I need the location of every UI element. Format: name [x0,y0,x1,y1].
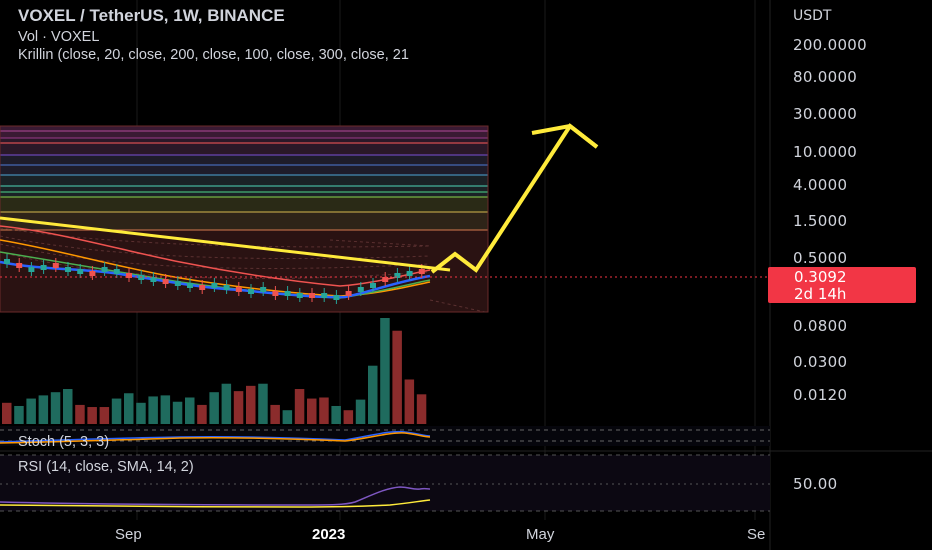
volume-bar [63,389,73,424]
volume-bar [307,398,317,424]
volume-bar [258,383,268,424]
downtrend-line [0,216,451,272]
price-tick: 4.0000 [793,176,848,194]
volume-tick: 0.0300 [793,353,848,371]
volume-bar [368,365,378,424]
price-tick: 1.5000 [793,212,848,230]
stoch-pane [0,426,770,446]
currency-label[interactable]: USDT [793,8,832,24]
price-tick: 200.0000 [793,36,867,54]
volume-bar [14,405,24,424]
fib-bands [0,126,488,312]
volume-bar [38,395,49,424]
volume-bar [380,318,390,424]
volume-bar [246,385,256,424]
time-tick: May [526,526,555,543]
volume-bar [392,330,402,424]
volume-bar [282,410,293,424]
volume-bar [75,404,85,424]
time-tick-year: 2023 [312,526,346,543]
volume-bar [355,399,366,424]
volume-bar [404,379,415,424]
volume-legend[interactable]: Vol · VOXEL [18,29,100,45]
volume-bar [2,402,12,424]
current-price-value: 0.3092 [794,268,847,286]
rsi-line [0,486,431,506]
volume-bar [160,395,171,424]
volume-bars [2,318,427,424]
bar-countdown: 2d 14h [794,285,847,303]
ma-orange [0,239,431,297]
volume-bar [331,405,341,424]
volume-bar [233,391,244,424]
volume-bar [111,398,122,424]
volume-bar [185,397,195,424]
volume-bar [209,392,219,424]
indicator-legend[interactable]: Krillin (close, 20, close, 200, close, 1… [18,47,409,63]
volume-bar [319,397,329,424]
time-tick: Sep [115,526,142,543]
projection-arrow-head [531,123,599,149]
price-tick: 80.0000 [793,68,858,86]
volume-bar [172,401,183,424]
volume-bar [136,402,146,424]
stoch-legend[interactable]: Stoch (5, 3, 3) [18,434,110,450]
price-candles [4,254,425,304]
volume-tick: 0.0120 [793,386,848,404]
rsi-pane [0,454,770,512]
volume-bar [148,396,158,424]
rsi-legend[interactable]: RSI (14, close, SMA, 14, 2) [18,459,194,475]
volume-bar [197,404,207,424]
stoch-d [0,432,431,444]
ma-red [0,225,431,287]
volume-bar [99,407,110,424]
time-tick: Se [747,526,766,543]
stoch-k [0,430,431,443]
chart-title[interactable]: VOXEL / TetherUS, 1W, BINANCE [18,6,285,25]
price-tick: 10.0000 [793,143,858,161]
volume-bar [26,398,36,424]
volume-bar [294,389,305,424]
current-price-tag: 0.3092 2d 14h [768,267,916,303]
fib-box-border [0,125,489,313]
volume-bar [270,404,280,424]
rsi-tick: 50.00 [793,475,838,493]
volume-bar [221,383,232,424]
volume-tick: 0.0800 [793,317,848,335]
rsi-sma [0,499,431,508]
price-tick: 0.5000 [793,249,848,267]
volume-bar [416,394,427,424]
volume-bar [50,392,61,424]
volume-bar [124,393,134,424]
volume-bar [343,410,354,424]
volume-bar [87,407,97,424]
price-tick: 30.0000 [793,105,858,123]
